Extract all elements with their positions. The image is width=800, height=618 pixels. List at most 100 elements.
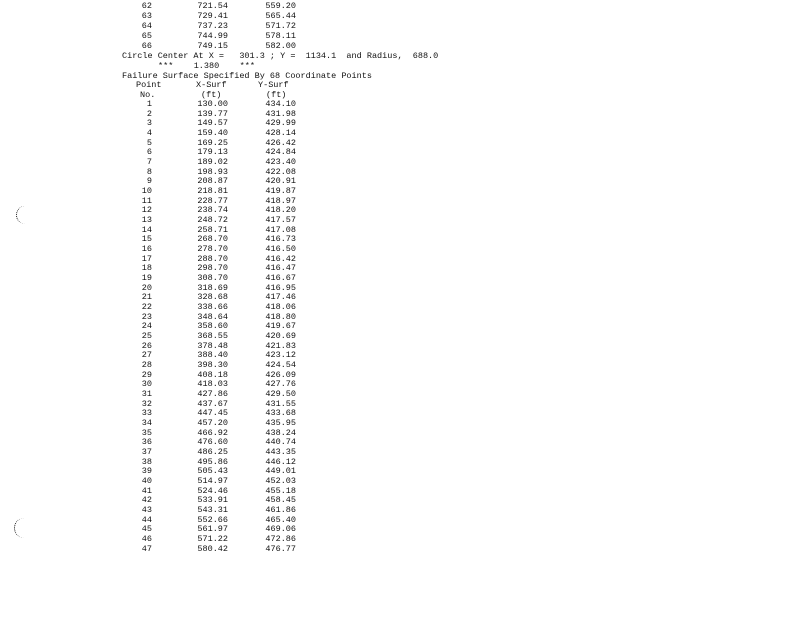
y-surf-value: 429.99 [265, 118, 296, 129]
point-number: 4 [146, 128, 152, 138]
x-surf-value: 427.86 [197, 389, 228, 400]
point-number: 29 [141, 369, 152, 380]
y-surf-value: 465.40 [265, 514, 296, 525]
point-number: 22 [141, 302, 152, 313]
point-number: 34 [141, 418, 152, 429]
margin-mark [14, 518, 29, 538]
point-number: 62 [141, 1, 152, 11]
y-surf-value: 426.09 [265, 369, 296, 380]
y-surf-value: 431.98 [265, 108, 296, 119]
header-x-surf: X-Surf [196, 80, 227, 90]
x-surf-value: 721.54 [197, 1, 228, 11]
point-number: 10 [141, 186, 152, 197]
x-surf-value: 248.72 [197, 215, 228, 226]
y-surf-value: 418.06 [265, 302, 296, 313]
margin-mark [16, 206, 31, 224]
point-number: 47 [141, 543, 152, 554]
point-number: 66 [141, 41, 152, 51]
header-point: Point [136, 80, 162, 90]
y-surf-value: 416.47 [265, 263, 296, 274]
x-surf-value: 457.20 [197, 418, 228, 429]
point-number: 39 [141, 466, 152, 477]
y-surf-value: 427.76 [265, 379, 296, 390]
y-surf-value: 438.24 [265, 427, 296, 438]
point-number: 5 [146, 137, 152, 148]
y-surf-value: 458.45 [265, 495, 296, 506]
y-surf-value: 419.87 [265, 186, 296, 197]
x-surf-value: 398.30 [197, 360, 228, 371]
y-surf-value: 434.10 [265, 99, 296, 109]
point-number: 35 [141, 427, 152, 438]
x-surf-value: 149.57 [197, 118, 228, 129]
y-surf-value: 431.55 [265, 398, 296, 409]
point-number: 44 [141, 514, 152, 525]
y-surf-value: 417.57 [265, 215, 296, 226]
x-surf-value: 318.69 [197, 282, 228, 293]
point-number: 25 [141, 331, 152, 342]
point-number: 45 [141, 524, 152, 535]
y-surf-value: 461.86 [265, 505, 296, 516]
y-surf-value: 418.80 [265, 311, 296, 322]
y-surf-value: 440.74 [265, 437, 296, 448]
x-surf-value: 348.64 [197, 311, 228, 322]
x-surf-value: 476.60 [197, 437, 228, 448]
y-surf-value: 424.84 [265, 147, 296, 158]
point-number: 32 [141, 398, 152, 409]
point-number: 6 [146, 147, 152, 158]
point-number: 42 [141, 495, 152, 506]
point-number: 28 [141, 360, 152, 371]
point-number: 2 [146, 108, 152, 119]
y-surf-value: 422.08 [265, 166, 296, 177]
point-number: 11 [141, 195, 152, 206]
point-number: 64 [141, 21, 152, 31]
y-surf-value: 416.95 [265, 282, 296, 293]
y-surf-value: 435.95 [265, 418, 296, 429]
point-number: 65 [141, 31, 152, 41]
y-surf-value: 476.77 [265, 543, 296, 554]
x-surf-value: 737.23 [197, 21, 228, 31]
x-surf-value: 408.18 [197, 369, 228, 380]
y-surf-value: 433.68 [265, 408, 296, 419]
point-number: 21 [141, 292, 152, 303]
y-surf-value: 446.12 [265, 456, 296, 467]
point-number: 17 [141, 253, 152, 264]
x-surf-value: 258.71 [197, 224, 228, 235]
y-surf-value: 469.06 [265, 524, 296, 535]
x-surf-value: 749.15 [197, 41, 228, 51]
point-number: 7 [146, 157, 152, 168]
y-surf-value: 426.42 [265, 137, 296, 148]
y-surf-value: 582.00 [265, 41, 296, 51]
y-surf-value: 418.97 [265, 195, 296, 206]
y-surf-value: 472.86 [265, 534, 296, 545]
x-surf-value: 466.92 [197, 427, 228, 438]
x-surf-value: 388.40 [197, 350, 228, 361]
point-number: 38 [141, 456, 152, 467]
point-number: 37 [141, 447, 152, 458]
y-surf-value: 418.20 [265, 205, 296, 216]
y-surf-value: 423.12 [265, 350, 296, 361]
y-surf-value: 424.54 [265, 360, 296, 371]
x-surf-value: 169.25 [197, 137, 228, 148]
point-number: 3 [146, 118, 152, 129]
y-surf-value: 416.42 [265, 253, 296, 264]
x-surf-value: 447.45 [197, 408, 228, 419]
y-surf-value: 423.40 [265, 157, 296, 168]
x-surf-value: 368.55 [197, 331, 228, 342]
x-surf-value: 571.22 [197, 534, 228, 545]
x-surf-value: 729.41 [197, 11, 228, 21]
y-surf-value: 419.67 [265, 321, 296, 332]
x-surf-value: 218.81 [197, 186, 228, 197]
y-surf-value: 416.73 [265, 234, 296, 245]
x-surf-value: 543.31 [197, 505, 228, 516]
point-number: 63 [141, 11, 152, 21]
x-surf-value: 308.70 [197, 273, 228, 284]
y-surf-value: 449.01 [265, 466, 296, 477]
x-surf-value: 744.99 [197, 31, 228, 41]
x-surf-value: 505.43 [197, 466, 228, 477]
circle-center-line: Circle Center At X = 301.3 ; Y = 1134.1 … [122, 51, 439, 61]
x-surf-value: 228.77 [197, 195, 228, 206]
y-surf-value: 452.03 [265, 476, 296, 487]
x-surf-value: 486.25 [197, 447, 228, 458]
x-surf-value: 514.97 [197, 476, 228, 487]
point-number: 31 [141, 389, 152, 400]
